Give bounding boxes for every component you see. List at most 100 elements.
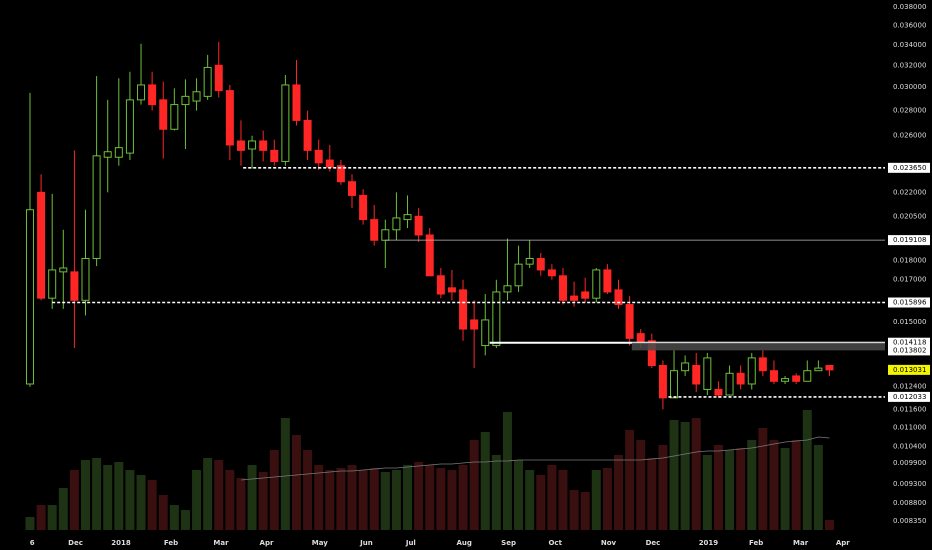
candle-body [181, 95, 190, 106]
candle-body [447, 287, 456, 293]
volume-bar [691, 418, 701, 530]
x-tick-label: Jun [359, 539, 373, 547]
candle-body [25, 209, 34, 385]
candle-body [769, 370, 778, 382]
y-tick-label: 0.011600 [893, 405, 926, 413]
volume-bar [414, 462, 424, 530]
last-price-label: 0.013031 [893, 366, 926, 374]
candle-body [714, 388, 723, 396]
candle-body [259, 140, 268, 151]
volume-bar [347, 465, 357, 530]
candle-body [758, 357, 767, 372]
volume-bar [92, 458, 102, 530]
candle-body [692, 365, 701, 385]
candle-body [103, 151, 112, 158]
volume-bar [813, 445, 823, 530]
candle-body [481, 319, 490, 347]
volume-bar [125, 470, 135, 530]
y-tick-label: 0.009900 [893, 459, 926, 467]
volume-bar [369, 468, 379, 530]
candle-body [503, 285, 512, 293]
last-price-box [888, 364, 930, 375]
candle-body [203, 66, 212, 97]
candle-body [703, 357, 712, 390]
x-tick-label: Aug [456, 539, 471, 547]
candle-body [159, 99, 168, 130]
volume-bar [669, 420, 679, 530]
x-tick-label: Oct [548, 539, 562, 547]
candle-body [70, 271, 79, 301]
candle-body [725, 372, 734, 396]
candle-body [370, 219, 379, 241]
volume-bar [680, 422, 690, 530]
candle-body [37, 191, 46, 299]
x-tick-label: 2018 [111, 539, 131, 547]
candle-body [314, 149, 323, 164]
candle-body [236, 140, 245, 151]
candle-body [303, 119, 312, 151]
candle-body [681, 362, 690, 372]
volume-bar [391, 470, 401, 530]
candle-body [248, 140, 257, 150]
candle-body [403, 214, 412, 221]
candle-body [558, 275, 567, 301]
volume-bar [436, 468, 446, 530]
volume-ma-line [240, 436, 830, 481]
candle-body [425, 234, 434, 277]
y-tick-label: 0.012400 [893, 383, 926, 391]
volume-bar [713, 445, 723, 530]
volume-bar [636, 440, 646, 530]
y-tick-label: 0.026000 [893, 132, 926, 140]
volume-bar [558, 470, 568, 530]
volume-bar [491, 455, 501, 530]
candle-body [170, 104, 179, 130]
volume-bar [602, 468, 612, 530]
volume-bar [469, 440, 479, 530]
volume-bar [780, 448, 790, 530]
x-tick-label: Apr [836, 539, 850, 547]
volume-bar [514, 460, 524, 530]
candle-body [92, 155, 101, 259]
y-tick-label: 0.028000 [893, 107, 926, 115]
y-tick-label: 0.036000 [893, 21, 926, 29]
x-tick-label: Sep [501, 539, 516, 547]
candle-body [603, 269, 612, 293]
volume-bar [480, 432, 490, 530]
candle-body [192, 91, 201, 102]
volume-bar [236, 478, 246, 530]
x-tick-label: Mar [213, 539, 229, 547]
volume-bar [625, 430, 635, 530]
level-label: 0.012033 [893, 393, 926, 401]
volume-bar [169, 505, 179, 530]
candle-body [137, 84, 146, 101]
candle-body [747, 357, 756, 385]
candle-body [614, 289, 623, 306]
volume-bar [658, 445, 668, 530]
volume-bar [58, 488, 68, 530]
x-tick-label: Mar [793, 539, 809, 547]
candle-body [325, 159, 334, 168]
candle-body [670, 370, 679, 399]
volume-bar [291, 435, 301, 530]
candle-body [270, 149, 279, 162]
volume-bar [114, 462, 124, 530]
x-tick-label: May [312, 539, 328, 547]
x-tick-label: Feb [749, 539, 763, 547]
volume-bar [69, 470, 79, 530]
candle-body [381, 229, 390, 241]
volume-bar [192, 470, 202, 530]
candle-body [336, 165, 345, 183]
level-label-box [888, 297, 930, 308]
candle-body [814, 367, 823, 372]
volume-bar [747, 440, 757, 530]
level-label-box [888, 235, 930, 246]
level-label: 0.013802 [893, 346, 926, 354]
candle-body [292, 84, 301, 121]
y-tick-label: 0.022000 [893, 188, 926, 196]
y-tick-label: 0.008350 [893, 517, 926, 525]
volume-bar [336, 468, 346, 530]
volume-bar [358, 470, 368, 530]
volume-bar [36, 505, 46, 530]
volume-bar [547, 465, 557, 530]
